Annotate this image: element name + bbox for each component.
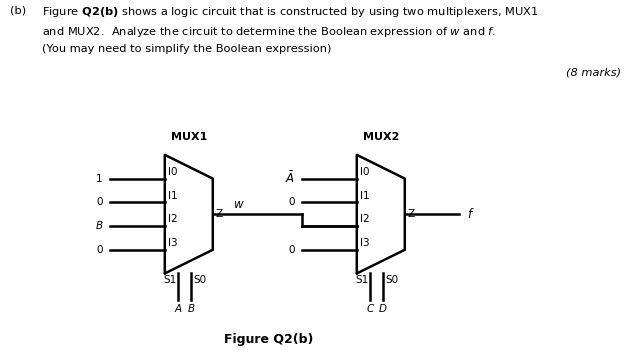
Text: A: A [175,303,182,314]
Text: B: B [95,221,102,231]
Text: D: D [379,303,387,314]
Text: 0: 0 [96,197,102,207]
Text: 0: 0 [96,245,102,255]
Text: MUX2: MUX2 [363,132,399,142]
Text: I0: I0 [360,167,369,177]
Text: S0: S0 [385,275,398,285]
Text: Figure $\mathbf{Q2(b)}$ shows a logic circuit that is constructed by using two m: Figure $\mathbf{Q2(b)}$ shows a logic ci… [42,5,538,19]
Text: (You may need to simplify the Boolean expression): (You may need to simplify the Boolean ex… [42,44,331,54]
Text: Z: Z [216,209,223,219]
Text: B: B [188,303,195,314]
Text: S1: S1 [163,275,177,285]
Text: I0: I0 [168,167,177,177]
Text: S1: S1 [355,275,369,285]
Text: I3: I3 [168,238,178,248]
Text: MUX1: MUX1 [171,132,207,142]
Text: I1: I1 [360,190,370,200]
Text: 0: 0 [288,245,294,255]
Text: 1: 1 [96,173,102,184]
Text: 0: 0 [288,197,294,207]
Text: C: C [367,303,374,314]
Text: S0: S0 [193,275,206,285]
Text: and MUX2.  Analyze the circuit to determine the Boolean expression of $w$ and $f: and MUX2. Analyze the circuit to determi… [42,25,496,39]
Text: I3: I3 [360,238,370,248]
Text: $\bar{A}$: $\bar{A}$ [285,171,294,186]
Text: I2: I2 [168,214,178,224]
Text: Figure Q2(b): Figure Q2(b) [224,333,314,346]
Text: Z: Z [408,209,415,219]
Text: I2: I2 [360,214,370,224]
Text: $f$: $f$ [467,207,474,221]
Text: $w$: $w$ [232,198,244,211]
Text: (8 marks): (8 marks) [566,68,621,78]
Text: I1: I1 [168,190,178,200]
Text: (b): (b) [10,5,26,15]
